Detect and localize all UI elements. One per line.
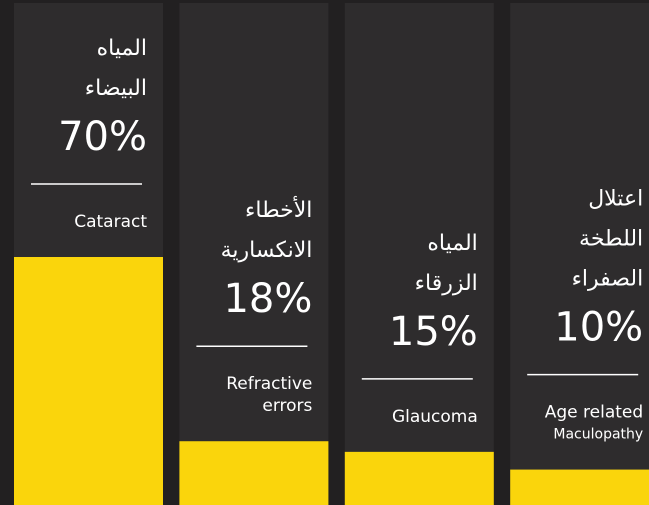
english-label: Age related bbox=[545, 403, 643, 423]
arabic-label: المياه bbox=[427, 231, 477, 256]
arabic-label: الزرقاء bbox=[415, 271, 478, 296]
english-label: Maculopathy bbox=[553, 427, 643, 443]
column-panel bbox=[179, 3, 329, 505]
arabic-label: الصفراء bbox=[572, 267, 644, 292]
column-panel bbox=[510, 3, 649, 505]
bar bbox=[344, 451, 494, 505]
column-panel bbox=[344, 3, 494, 505]
english-label: Cataract bbox=[74, 212, 147, 232]
arabic-label: اللطخة bbox=[579, 227, 643, 252]
english-label: Glaucoma bbox=[392, 407, 478, 427]
arabic-label: الانكسارية bbox=[221, 238, 313, 263]
value-label: 15% bbox=[389, 309, 478, 355]
value-label: 18% bbox=[223, 276, 312, 322]
bar bbox=[14, 257, 163, 505]
arabic-label: الأخطاء bbox=[245, 196, 312, 223]
bar bbox=[179, 441, 329, 505]
english-label: errors bbox=[262, 396, 312, 416]
bar bbox=[510, 469, 649, 505]
arabic-label: المياه bbox=[97, 36, 147, 61]
english-label: Refractive bbox=[226, 374, 312, 394]
value-label: 70% bbox=[58, 114, 147, 160]
arabic-label: البيضاء bbox=[85, 76, 147, 101]
value-label: 10% bbox=[554, 305, 643, 351]
arabic-label: اعتلال bbox=[588, 187, 643, 212]
